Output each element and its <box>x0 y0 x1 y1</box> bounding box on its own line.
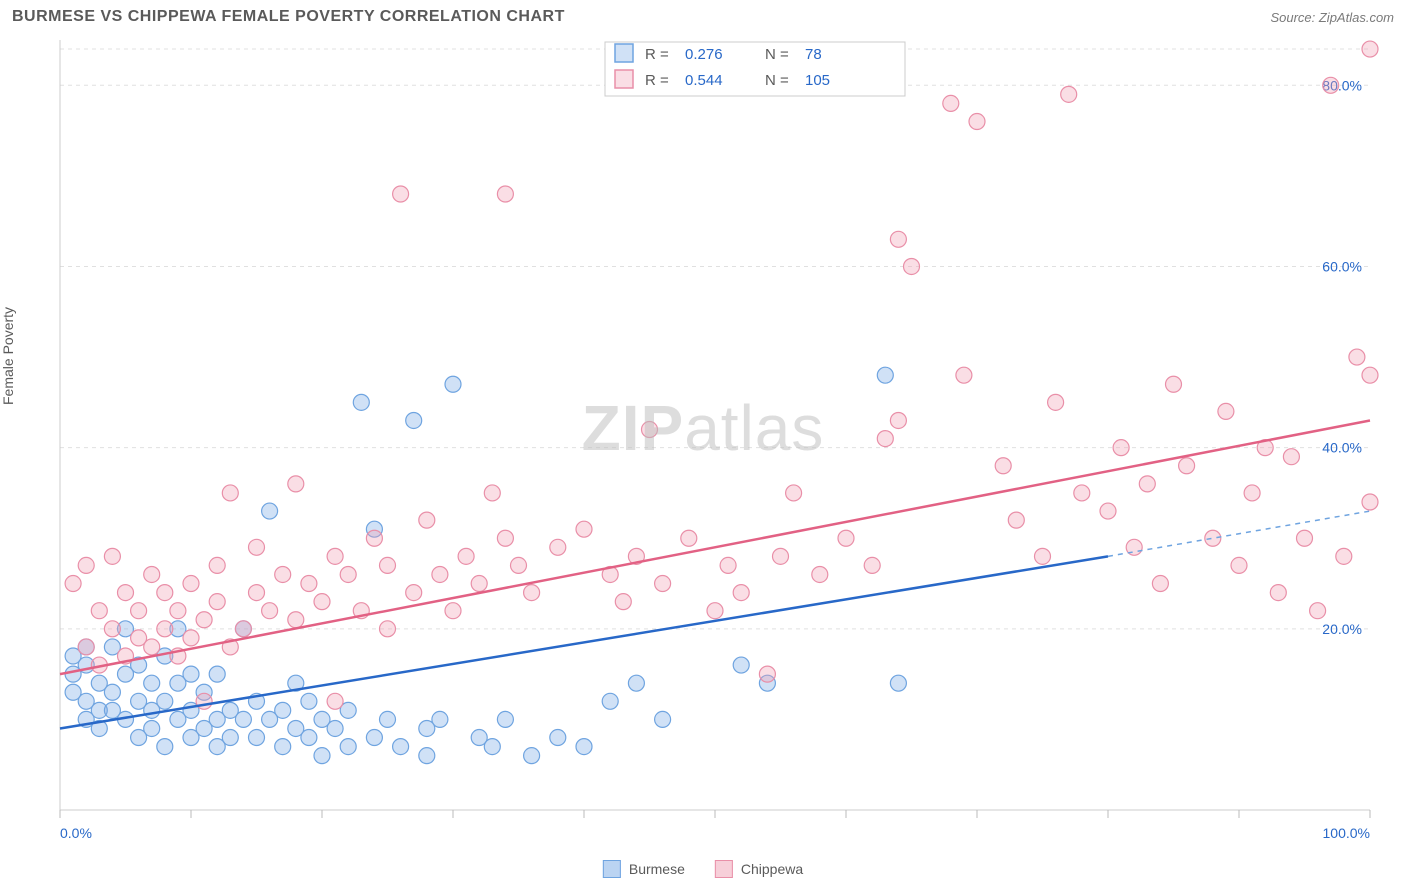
svg-text:78: 78 <box>805 46 822 63</box>
svg-text:0.0%: 0.0% <box>60 825 92 841</box>
y-axis-label: Female Poverty <box>0 307 16 405</box>
bottom-legend: Burmese Chippewa <box>603 860 803 878</box>
chippewa-label: Chippewa <box>741 861 803 877</box>
chart-title: BURMESE VS CHIPPEWA FEMALE POVERTY CORRE… <box>12 8 565 26</box>
chart-container: Female Poverty ZIPatlas 20.0%40.0%60.0%8… <box>10 30 1396 860</box>
svg-text:R =: R = <box>645 72 669 89</box>
svg-text:N =: N = <box>765 72 789 89</box>
svg-text:N =: N = <box>765 46 789 63</box>
svg-text:R =: R = <box>645 46 669 63</box>
svg-text:0.276: 0.276 <box>685 46 723 63</box>
svg-text:40.0%: 40.0% <box>1322 440 1362 456</box>
legend-item-chippewa: Chippewa <box>715 860 803 878</box>
legend-item-burmese: Burmese <box>603 860 685 878</box>
svg-text:105: 105 <box>805 72 830 89</box>
svg-text:60.0%: 60.0% <box>1322 258 1362 274</box>
scatter-chart: 20.0%40.0%60.0%80.0%0.0%100.0%R =0.276N … <box>10 30 1396 860</box>
burmese-label: Burmese <box>629 861 685 877</box>
burmese-swatch <box>603 860 621 878</box>
source-label: Source: ZipAtlas.com <box>1270 10 1394 25</box>
svg-text:100.0%: 100.0% <box>1323 825 1370 841</box>
svg-text:20.0%: 20.0% <box>1322 621 1362 637</box>
svg-text:0.544: 0.544 <box>685 72 723 89</box>
chippewa-swatch <box>715 860 733 878</box>
